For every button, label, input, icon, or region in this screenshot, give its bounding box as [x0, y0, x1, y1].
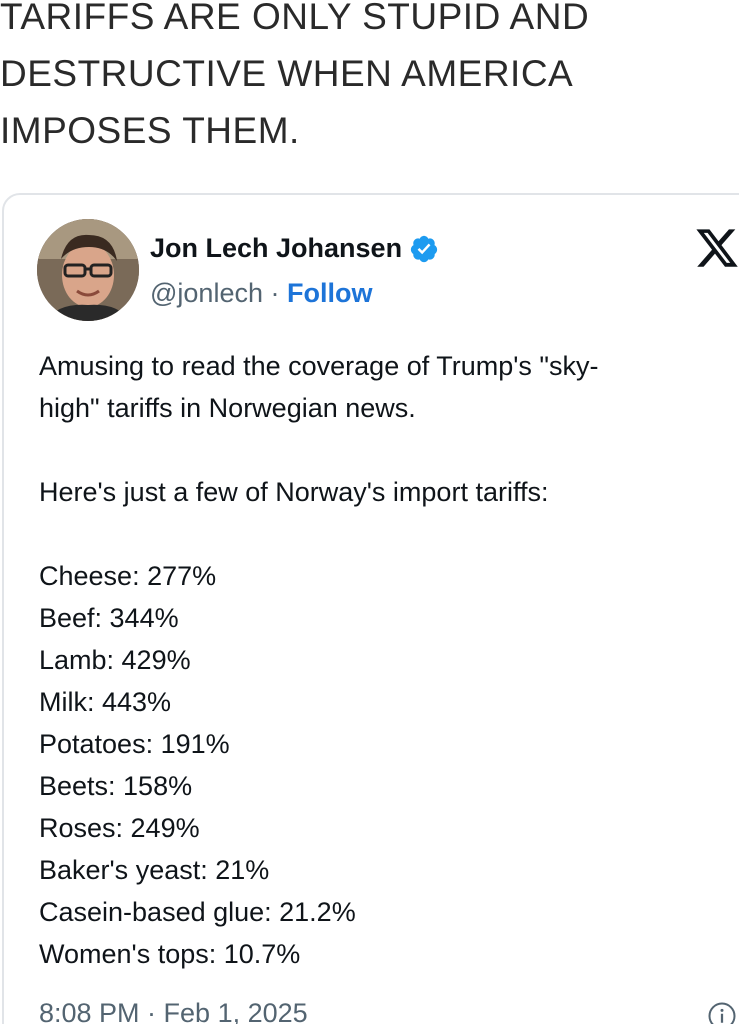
author-display-name-row[interactable]: Jon Lech Johansen [150, 233, 439, 264]
tariff-item: Beef: 344% [39, 603, 179, 633]
headline-line: DESTRUCTIVE WHEN AMERICA [0, 53, 574, 94]
verified-badge-icon [410, 235, 438, 262]
author-display-name[interactable]: Jon Lech Johansen [150, 233, 403, 263]
tweet-timestamp[interactable]: 8:08 PM · Feb 1, 2025 [39, 998, 308, 1024]
tariff-item: Potatoes: 191% [39, 729, 230, 759]
tweet-text-line: Amusing to read the coverage of Trump's … [39, 351, 599, 381]
handle-separator: · [262, 278, 287, 308]
tariff-item: Cheese: 277% [39, 561, 217, 591]
tariff-item: Women's tops: 10.7% [39, 939, 301, 969]
author-handle[interactable]: @jonlech [150, 278, 263, 308]
tariff-item: Roses: 249% [39, 813, 200, 843]
author-handle-row: @jonlech · Follow [150, 278, 372, 309]
tariff-item: Lamb: 429% [39, 645, 191, 675]
tweet-text-line: high" tariffs in Norwegian news. [39, 393, 416, 423]
avatar[interactable] [37, 219, 139, 321]
x-logo-icon[interactable] [694, 225, 739, 271]
headline-line: TARIFFS ARE ONLY STUPID AND [0, 0, 590, 37]
follow-button[interactable]: Follow [286, 278, 373, 308]
avatar-image [37, 219, 139, 321]
tweet-body: Amusing to read the coverage of Trump's … [39, 345, 739, 975]
tariff-item: Casein-based glue: 21.2% [39, 897, 356, 927]
headline-line: IMPOSES THEM. [0, 110, 300, 151]
info-icon[interactable] [707, 1001, 737, 1024]
tariff-item: Baker's yeast: 21% [39, 855, 270, 885]
tariff-item: Milk: 443% [39, 687, 172, 717]
tweet-text-line: Here's just a few of Norway's import tar… [39, 477, 549, 507]
meme-headline: TARIFFS ARE ONLY STUPID AND DESTRUCTIVE … [0, 0, 720, 159]
embedded-tweet-card[interactable]: Jon Lech Johansen @jonlech · Follow Amus… [2, 193, 739, 1024]
tariff-item: Beets: 158% [39, 771, 193, 801]
